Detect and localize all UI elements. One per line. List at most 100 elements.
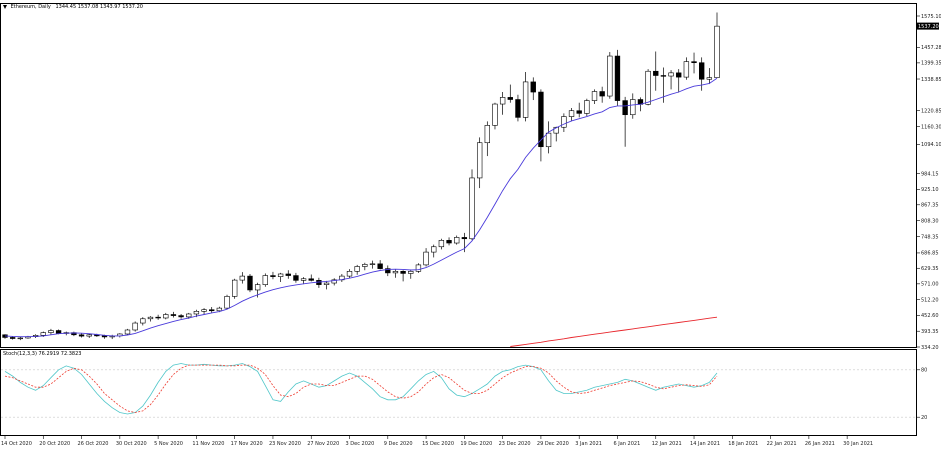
candle[interactable] [209, 307, 215, 313]
candle[interactable] [645, 69, 651, 106]
candle[interactable] [668, 70, 674, 90]
candle[interactable] [124, 328, 131, 336]
main-pane-frame [0, 3, 917, 348]
candle[interactable] [377, 260, 383, 270]
candle[interactable] [438, 238, 445, 250]
x-axis-tick-label: 5 Nov 2020 [154, 441, 183, 447]
candle[interactable] [683, 57, 690, 80]
candle-body-up [545, 132, 552, 148]
candle[interactable] [78, 333, 85, 338]
candle[interactable] [354, 264, 360, 275]
candle[interactable] [415, 263, 422, 273]
candle[interactable] [140, 317, 146, 326]
candle-body-up [323, 282, 330, 285]
candle[interactable] [71, 331, 77, 337]
candle-body-up [438, 240, 445, 248]
x-axis-tick-label: 30 Jan 2021 [843, 441, 873, 447]
candle[interactable] [630, 93, 636, 119]
y-axis-tick-label: 1094.10 [921, 142, 941, 148]
candle[interactable] [247, 273, 253, 293]
candle-body-up [254, 284, 261, 291]
candle[interactable] [599, 86, 605, 103]
candle[interactable] [331, 278, 337, 286]
candle[interactable] [530, 77, 536, 101]
candle[interactable] [277, 272, 284, 282]
candle[interactable] [476, 137, 483, 189]
candle[interactable] [499, 92, 506, 115]
candle[interactable] [147, 316, 154, 322]
candle[interactable] [339, 273, 345, 282]
candle[interactable] [591, 89, 598, 105]
candle[interactable] [545, 121, 552, 154]
candle[interactable] [262, 273, 268, 287]
candle[interactable] [369, 260, 376, 269]
candle[interactable] [170, 311, 177, 318]
candle[interactable] [522, 72, 529, 122]
candle-body-up [48, 330, 54, 333]
candle[interactable] [408, 269, 414, 279]
candle[interactable] [48, 328, 54, 335]
candle[interactable] [568, 108, 575, 122]
candle[interactable] [270, 271, 276, 280]
candle[interactable] [561, 113, 567, 133]
candle[interactable] [553, 126, 559, 142]
candle[interactable] [86, 333, 92, 338]
candle-body-up [331, 279, 337, 284]
candle[interactable] [653, 51, 659, 91]
candle[interactable] [392, 269, 399, 278]
candle[interactable] [584, 98, 590, 117]
candle[interactable] [714, 12, 720, 78]
candle-body-down [55, 330, 62, 334]
x-axis-tick-label: 26 Jan 2021 [805, 441, 835, 447]
y-axis-tick-label: 686.85 [921, 251, 939, 257]
candle[interactable] [132, 321, 138, 332]
candle[interactable] [538, 89, 544, 162]
candle-body-up [239, 275, 246, 281]
candle[interactable] [622, 96, 628, 147]
candle[interactable] [316, 277, 322, 288]
candle[interactable] [492, 102, 498, 130]
candle[interactable] [17, 336, 23, 341]
candle[interactable] [2, 334, 8, 339]
candle[interactable] [385, 265, 391, 277]
candle-body-up [362, 264, 368, 267]
y-axis-tick-label: 1575.10 [921, 14, 941, 20]
candle[interactable] [239, 272, 246, 284]
candle[interactable] [163, 312, 169, 320]
candle[interactable] [346, 269, 353, 279]
candle[interactable] [614, 49, 621, 106]
candle[interactable] [454, 235, 460, 245]
candle[interactable] [691, 52, 697, 74]
candle[interactable] [446, 237, 452, 246]
candle[interactable] [323, 280, 330, 290]
candle[interactable] [576, 102, 582, 118]
candle[interactable] [300, 277, 307, 285]
candle-body-up [193, 311, 200, 315]
candle[interactable] [706, 68, 713, 85]
candle[interactable] [285, 270, 291, 279]
candle[interactable] [431, 244, 437, 258]
candle-body-up [630, 99, 636, 116]
candle-body-down [446, 240, 452, 244]
candle[interactable] [232, 278, 238, 299]
collapse-triangle-icon[interactable] [3, 4, 7, 9]
candle[interactable] [484, 121, 490, 157]
candle[interactable] [224, 294, 230, 310]
candle[interactable] [423, 248, 429, 267]
candle[interactable] [178, 313, 184, 319]
x-axis-tick-label: 22 Jan 2021 [767, 441, 797, 447]
candle[interactable] [607, 52, 613, 99]
candle[interactable] [676, 69, 682, 93]
candle[interactable] [201, 308, 207, 315]
candle[interactable] [400, 270, 406, 282]
candle[interactable] [515, 94, 521, 122]
candle[interactable] [469, 169, 475, 241]
candle[interactable] [362, 262, 368, 271]
candle[interactable] [293, 272, 299, 283]
candle[interactable] [507, 84, 513, 103]
candle[interactable] [308, 274, 314, 282]
candle-body-up [300, 278, 307, 281]
candle[interactable] [155, 314, 161, 320]
